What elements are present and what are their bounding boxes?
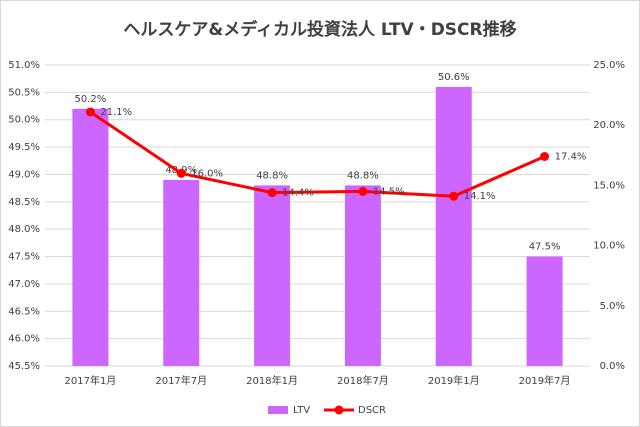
data-label: 14.5%: [373, 186, 405, 197]
marker: [176, 168, 186, 178]
legend-marker: [334, 405, 344, 415]
line: [89, 110, 546, 198]
y-tick-label: 51.0%: [8, 60, 40, 71]
marker: [358, 186, 368, 196]
y2-tick-label: 25.0%: [593, 60, 625, 71]
x-tick-label: 2017年1月: [65, 374, 117, 387]
y-tick-label: 50.5%: [8, 87, 40, 98]
y-tick-label: 47.5%: [8, 252, 40, 263]
data-label: 48.8%: [256, 170, 288, 181]
y-tick-label: 49.5%: [8, 142, 40, 153]
y2-tick-label: 20.0%: [593, 120, 625, 131]
legend-label: DSCR: [358, 405, 386, 416]
bar: [526, 256, 563, 366]
y2-tick-label: 5.0%: [600, 301, 625, 312]
x-tick-label: 2019年7月: [519, 374, 571, 387]
legend-label: LTV: [293, 405, 310, 416]
x-tick-label: 2018年1月: [246, 374, 298, 387]
data-label: 21.1%: [100, 107, 132, 118]
data-label: 50.6%: [438, 72, 470, 83]
y-tick-label: 48.0%: [8, 224, 40, 235]
y2-tick-label: 15.0%: [593, 180, 625, 191]
bar: [344, 185, 381, 366]
y-tick-label: 47.0%: [8, 279, 40, 290]
data-label: 47.5%: [529, 242, 561, 253]
x-tick-label: 2017年7月: [155, 374, 207, 387]
data-label: 48.8%: [347, 170, 379, 181]
chart-title: ヘルスケア&メディカル投資法人 LTV・DSCR推移: [123, 19, 516, 40]
marker: [540, 152, 550, 162]
y-tick-label: 45.5%: [8, 361, 40, 372]
y2-tick-label: 10.0%: [593, 241, 625, 252]
bar: [163, 179, 200, 366]
marker: [267, 188, 277, 198]
y-tick-label: 48.5%: [8, 197, 40, 208]
x-tick-label: 2018年7月: [337, 374, 389, 387]
y-tick-label: 46.0%: [8, 334, 40, 345]
marker: [449, 191, 459, 201]
y-tick-label: 46.5%: [8, 306, 40, 317]
data-label: 16.0%: [191, 168, 223, 179]
bar: [435, 86, 472, 367]
y-tick-label: 50.0%: [8, 115, 40, 126]
data-label: 17.4%: [555, 152, 587, 163]
data-label: 14.1%: [464, 191, 496, 202]
legend-swatch: [268, 406, 288, 414]
x-tick-label: 2019年1月: [428, 374, 480, 387]
y2-tick-label: 0.0%: [600, 361, 625, 372]
bar: [254, 185, 291, 366]
y-tick-label: 49.0%: [8, 169, 40, 180]
marker: [85, 107, 95, 117]
data-label: 50.2%: [75, 94, 107, 105]
bar: [72, 108, 109, 367]
data-label: 14.4%: [282, 188, 314, 199]
